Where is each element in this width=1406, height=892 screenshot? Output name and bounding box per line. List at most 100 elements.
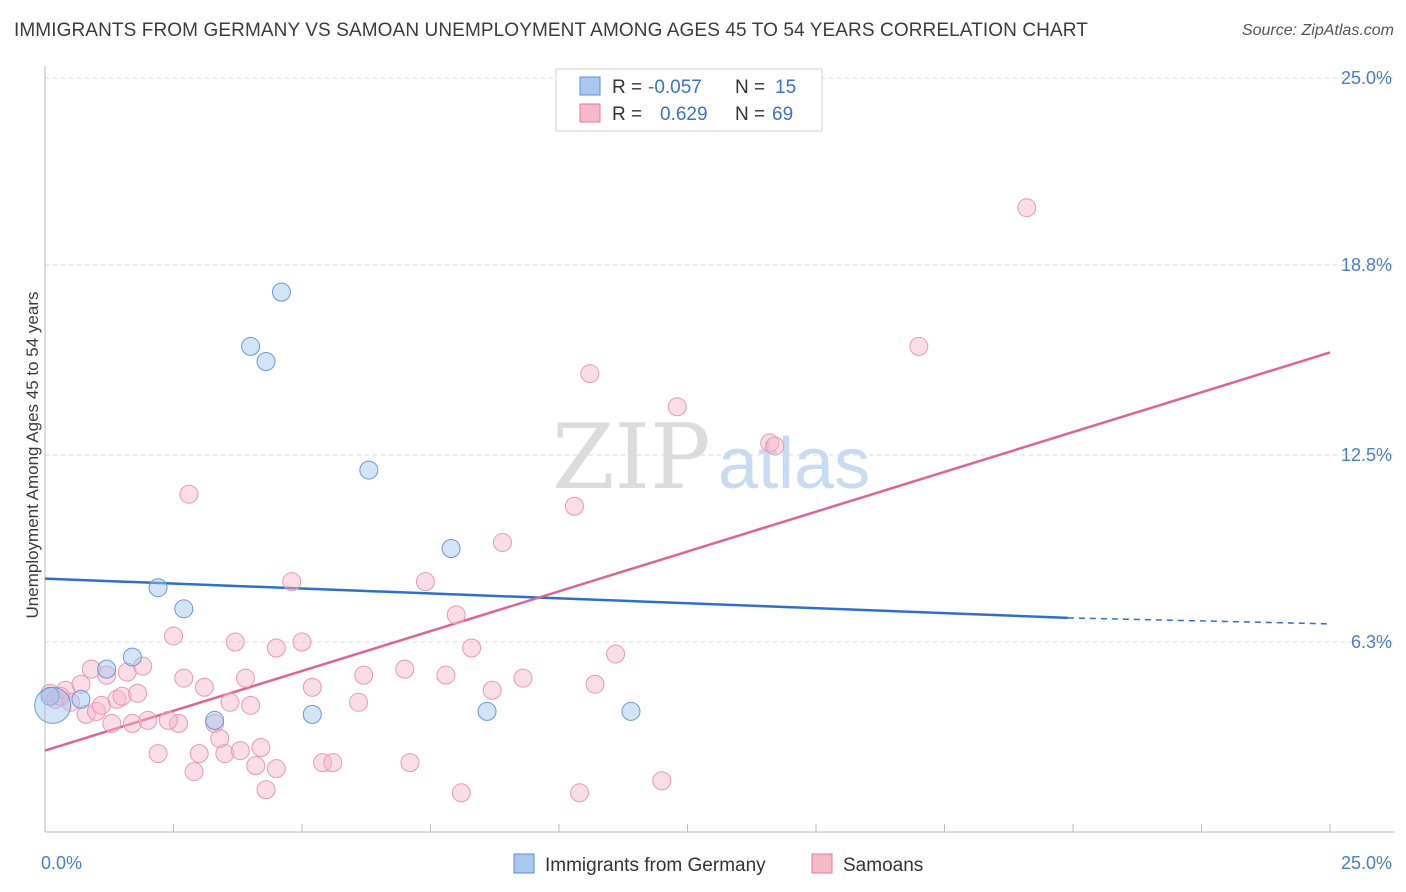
point-germany-11 xyxy=(359,460,379,480)
trend-line-germany-extension xyxy=(1067,617,1331,625)
point-samoans-25 xyxy=(194,677,214,697)
point-samoans-37 xyxy=(266,759,286,779)
point-samoans-31 xyxy=(230,741,250,761)
x-tick-label-1: 25.0% xyxy=(1341,853,1392,873)
y-axis-label: Unemployment Among Ages 45 to 54 years xyxy=(23,292,42,619)
point-samoans-32 xyxy=(235,668,255,688)
point-samoans-14 xyxy=(122,713,142,733)
point-samoans-53 xyxy=(482,680,502,700)
point-germany-14 xyxy=(621,701,641,721)
point-samoans-4 xyxy=(71,674,91,694)
point-germany-10 xyxy=(302,704,322,724)
legend-swatch-samoans xyxy=(579,103,601,123)
point-samoans-45 xyxy=(349,692,369,712)
tick-labels: 6.3% 12.5% 18.8% 25.0% 0.0% 25.0% xyxy=(41,68,1392,873)
point-samoans-15 xyxy=(128,683,148,703)
point-germany-cluster xyxy=(34,686,72,724)
point-germany-7 xyxy=(241,336,261,356)
point-samoans-38 xyxy=(266,638,286,658)
point-samoans-55 xyxy=(513,668,533,688)
legend-swatch-germany xyxy=(579,76,601,96)
axes xyxy=(44,66,1395,833)
point-samoans-33 xyxy=(241,695,261,715)
point-samoans-11 xyxy=(107,689,127,709)
point-samoans-59 xyxy=(585,674,605,694)
point-samoans-40 xyxy=(292,632,312,652)
point-samoans-58 xyxy=(580,364,600,384)
point-samoans-61 xyxy=(652,771,672,791)
point-samoans-12 xyxy=(112,686,132,706)
point-samoans-43 xyxy=(323,753,343,773)
point-germany-9 xyxy=(271,282,291,302)
trend-line-germany xyxy=(44,577,1068,620)
point-germany-12 xyxy=(441,538,461,558)
point-samoans-57 xyxy=(570,783,590,803)
legend-n-value-germany: 15 xyxy=(775,77,796,98)
watermark: ZIP atlas xyxy=(552,405,870,510)
point-germany-8 xyxy=(256,352,276,372)
point-samoans-52 xyxy=(462,638,482,658)
legend-r-label-germany: R = xyxy=(612,77,642,98)
point-samoans-62 xyxy=(667,397,687,417)
point-samoans-49 xyxy=(436,665,456,685)
trend-lines xyxy=(44,351,1331,752)
point-samoans-41 xyxy=(302,677,322,697)
point-samoans-51 xyxy=(451,783,471,803)
point-germany-3 xyxy=(122,647,142,667)
point-germany-13 xyxy=(477,701,497,721)
y-tick-label-3: 25.0% xyxy=(1341,68,1392,88)
point-samoans-24 xyxy=(189,744,209,764)
source-credit: Source: ZipAtlas.com xyxy=(1241,22,1394,39)
point-germany-2 xyxy=(97,659,117,679)
point-samoans-60 xyxy=(606,644,626,664)
legend-r-value-germany: -0.057 xyxy=(648,77,702,98)
bottom-legend-label-germany: Immigrants from Germany xyxy=(545,855,766,876)
point-germany-1 xyxy=(71,689,91,709)
point-samoans-17 xyxy=(138,710,158,730)
point-samoans-18 xyxy=(148,744,168,764)
legend-r-label-samoans: R = xyxy=(612,104,642,125)
point-samoans-34 xyxy=(246,756,266,776)
point-samoans-22 xyxy=(179,484,199,504)
point-samoans-56 xyxy=(564,496,584,516)
y-tick-label-1: 12.5% xyxy=(1341,445,1392,465)
point-samoans-21 xyxy=(174,668,194,688)
point-samoans-28 xyxy=(215,744,235,764)
point-samoans-66 xyxy=(1017,198,1037,218)
bottom-legend-swatch-germany xyxy=(513,853,535,874)
bottom-legend-label-samoans: Samoans xyxy=(843,855,923,876)
point-samoans-7 xyxy=(86,701,106,721)
y-tick-label-0: 6.3% xyxy=(1351,632,1392,652)
stats-legend: R = -0.057 N = 15 R = 0.629 N = 69 xyxy=(555,68,823,132)
data-points xyxy=(34,198,1037,803)
point-samoans-30 xyxy=(225,632,245,652)
point-samoans-48 xyxy=(415,572,435,592)
point-samoans-47 xyxy=(400,753,420,773)
point-germany-5 xyxy=(174,599,194,619)
point-samoans-50 xyxy=(446,605,466,625)
point-samoans-54 xyxy=(492,532,512,552)
point-samoans-29 xyxy=(220,692,240,712)
point-samoans-64 xyxy=(765,436,785,456)
trend-line-samoans xyxy=(44,351,1331,752)
grid-lines xyxy=(45,77,1395,643)
point-samoans-42 xyxy=(313,753,333,773)
point-germany-4 xyxy=(148,578,168,598)
chart-title: IMMIGRANTS FROM GERMANY VS SAMOAN UNEMPL… xyxy=(14,20,1088,41)
point-samoans-65 xyxy=(909,336,929,356)
bottom-legend-swatch-samoans xyxy=(811,853,833,874)
point-samoans-44 xyxy=(354,665,374,685)
legend-r-value-samoans: 0.629 xyxy=(660,104,708,125)
point-samoans-19 xyxy=(164,626,183,646)
point-samoans-9 xyxy=(97,665,117,685)
point-samoans-39 xyxy=(282,572,302,592)
y-tick-label-2: 18.8% xyxy=(1341,255,1392,275)
legend-n-label-germany: N = xyxy=(735,77,765,98)
legend-n-label-samoans: N = xyxy=(735,104,765,125)
watermark-zip: ZIP xyxy=(552,405,711,510)
point-germany-6 xyxy=(205,710,225,730)
x-tick-label-0: 0.0% xyxy=(41,853,82,873)
point-samoans-27 xyxy=(210,729,230,749)
